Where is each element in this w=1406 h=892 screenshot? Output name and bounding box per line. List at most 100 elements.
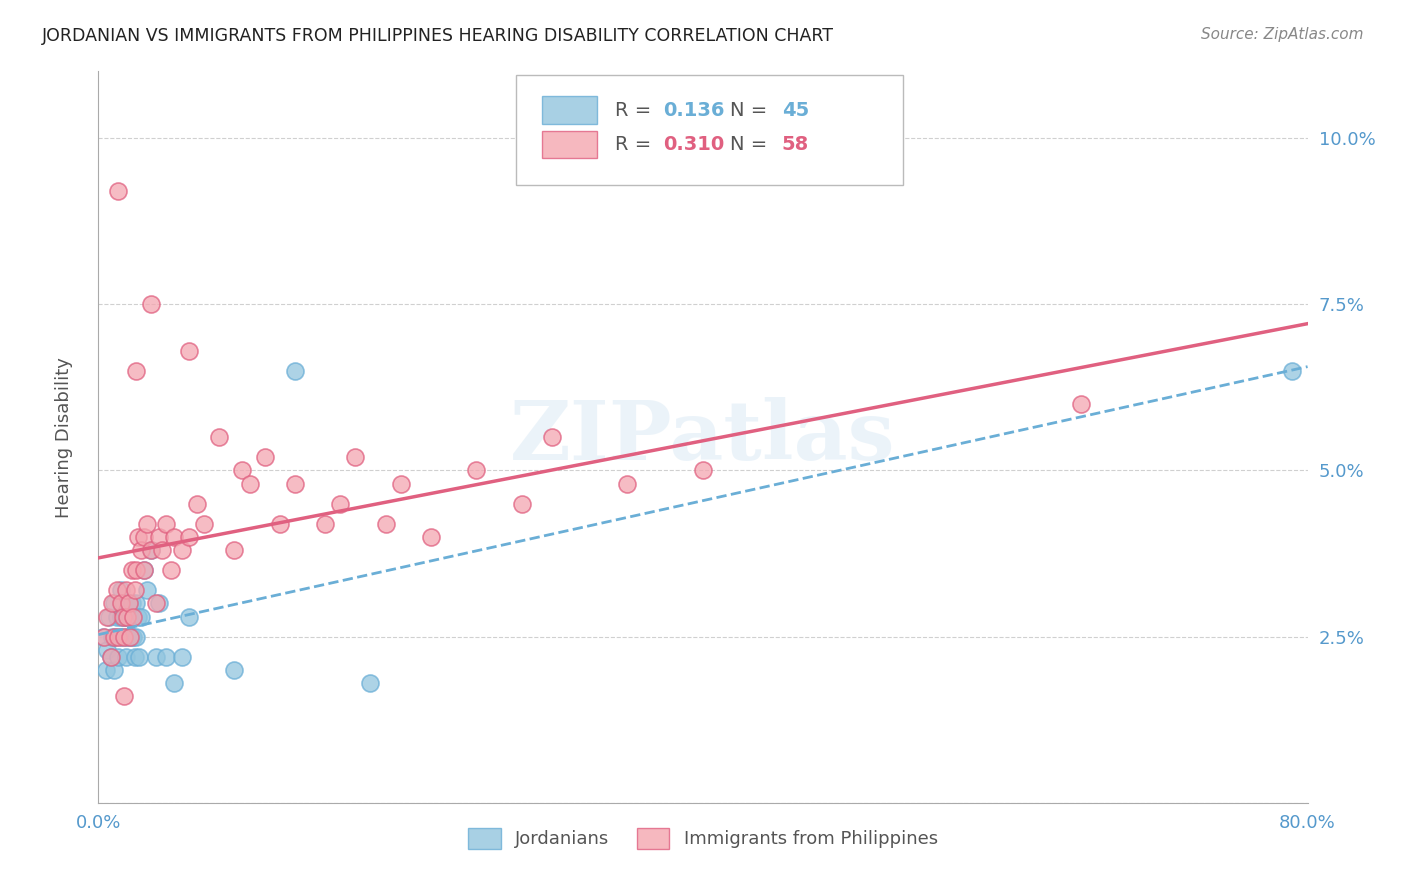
Point	[107, 649, 129, 664]
Point	[107, 184, 129, 198]
Point	[128, 649, 150, 664]
Point	[150, 543, 173, 558]
Point	[170, 649, 193, 664]
Point	[179, 530, 201, 544]
Text: JORDANIAN VS IMMIGRANTS FROM PHILIPPINES HEARING DISABILITY CORRELATION CHART: JORDANIAN VS IMMIGRANTS FROM PHILIPPINES…	[42, 27, 834, 45]
Point	[692, 463, 714, 477]
Point	[155, 649, 177, 664]
Point	[98, 609, 121, 624]
Point	[118, 630, 141, 644]
Point	[121, 630, 143, 644]
Point	[91, 630, 114, 644]
Point	[100, 649, 122, 664]
Point	[103, 596, 125, 610]
Point	[163, 676, 186, 690]
Point	[224, 543, 246, 558]
Text: R =: R =	[614, 101, 657, 120]
Point	[193, 516, 215, 531]
Point	[127, 530, 149, 544]
Point	[121, 596, 143, 610]
Text: N =: N =	[730, 135, 773, 154]
Point	[239, 476, 262, 491]
Point	[141, 543, 163, 558]
Point	[107, 630, 129, 644]
Point	[135, 582, 157, 597]
Point	[111, 596, 134, 610]
FancyBboxPatch shape	[543, 96, 596, 124]
Point	[329, 497, 352, 511]
FancyBboxPatch shape	[543, 130, 596, 159]
Text: R =: R =	[614, 135, 657, 154]
Point	[115, 630, 138, 644]
Point	[118, 596, 141, 610]
Point	[105, 582, 128, 597]
Point	[145, 596, 167, 610]
Point	[269, 516, 291, 531]
Point	[111, 609, 134, 624]
Point	[93, 630, 115, 644]
Point	[155, 516, 177, 531]
Point	[344, 450, 367, 464]
Point	[510, 497, 533, 511]
Point	[160, 563, 183, 577]
Point	[110, 582, 132, 597]
Point	[284, 363, 307, 377]
Point	[129, 543, 152, 558]
Point	[145, 649, 167, 664]
Point	[224, 663, 246, 677]
Point	[231, 463, 253, 477]
Point	[112, 630, 135, 644]
Point	[135, 516, 157, 531]
Point	[114, 609, 136, 624]
Point	[186, 497, 208, 511]
Point	[253, 450, 276, 464]
Point	[132, 563, 155, 577]
Point	[94, 663, 117, 677]
Point	[122, 609, 145, 624]
Point	[179, 343, 201, 358]
Point	[105, 609, 128, 624]
Point	[108, 630, 131, 644]
Point	[141, 297, 163, 311]
Point	[148, 596, 170, 610]
Point	[110, 596, 132, 610]
Text: ZIPatlas: ZIPatlas	[510, 397, 896, 477]
Point	[100, 649, 122, 664]
Point	[132, 530, 155, 544]
Point	[125, 596, 148, 610]
Point	[179, 609, 201, 624]
Point	[103, 630, 125, 644]
Text: N =: N =	[730, 101, 773, 120]
Point	[101, 596, 124, 610]
Text: 45: 45	[782, 101, 808, 120]
Point	[616, 476, 638, 491]
Y-axis label: Hearing Disability: Hearing Disability	[55, 357, 73, 517]
Point	[129, 609, 152, 624]
Text: 0.136: 0.136	[664, 101, 724, 120]
FancyBboxPatch shape	[516, 75, 903, 185]
Point	[120, 630, 142, 644]
Point	[101, 630, 124, 644]
Point	[314, 516, 336, 531]
Point	[1070, 397, 1092, 411]
Point	[374, 516, 396, 531]
Point	[141, 543, 163, 558]
Point	[104, 630, 127, 644]
Point	[163, 530, 186, 544]
Point	[124, 649, 146, 664]
Point	[96, 609, 118, 624]
Point	[1281, 363, 1303, 377]
Point	[110, 609, 132, 624]
Point	[420, 530, 443, 544]
Point	[114, 649, 136, 664]
Point	[360, 676, 382, 690]
Point	[208, 430, 231, 444]
Point	[284, 476, 307, 491]
Point	[124, 582, 146, 597]
Text: Source: ZipAtlas.com: Source: ZipAtlas.com	[1201, 27, 1364, 42]
Point	[125, 563, 148, 577]
Point	[125, 363, 148, 377]
Text: 58: 58	[782, 135, 808, 154]
Point	[127, 609, 149, 624]
Point	[118, 596, 141, 610]
